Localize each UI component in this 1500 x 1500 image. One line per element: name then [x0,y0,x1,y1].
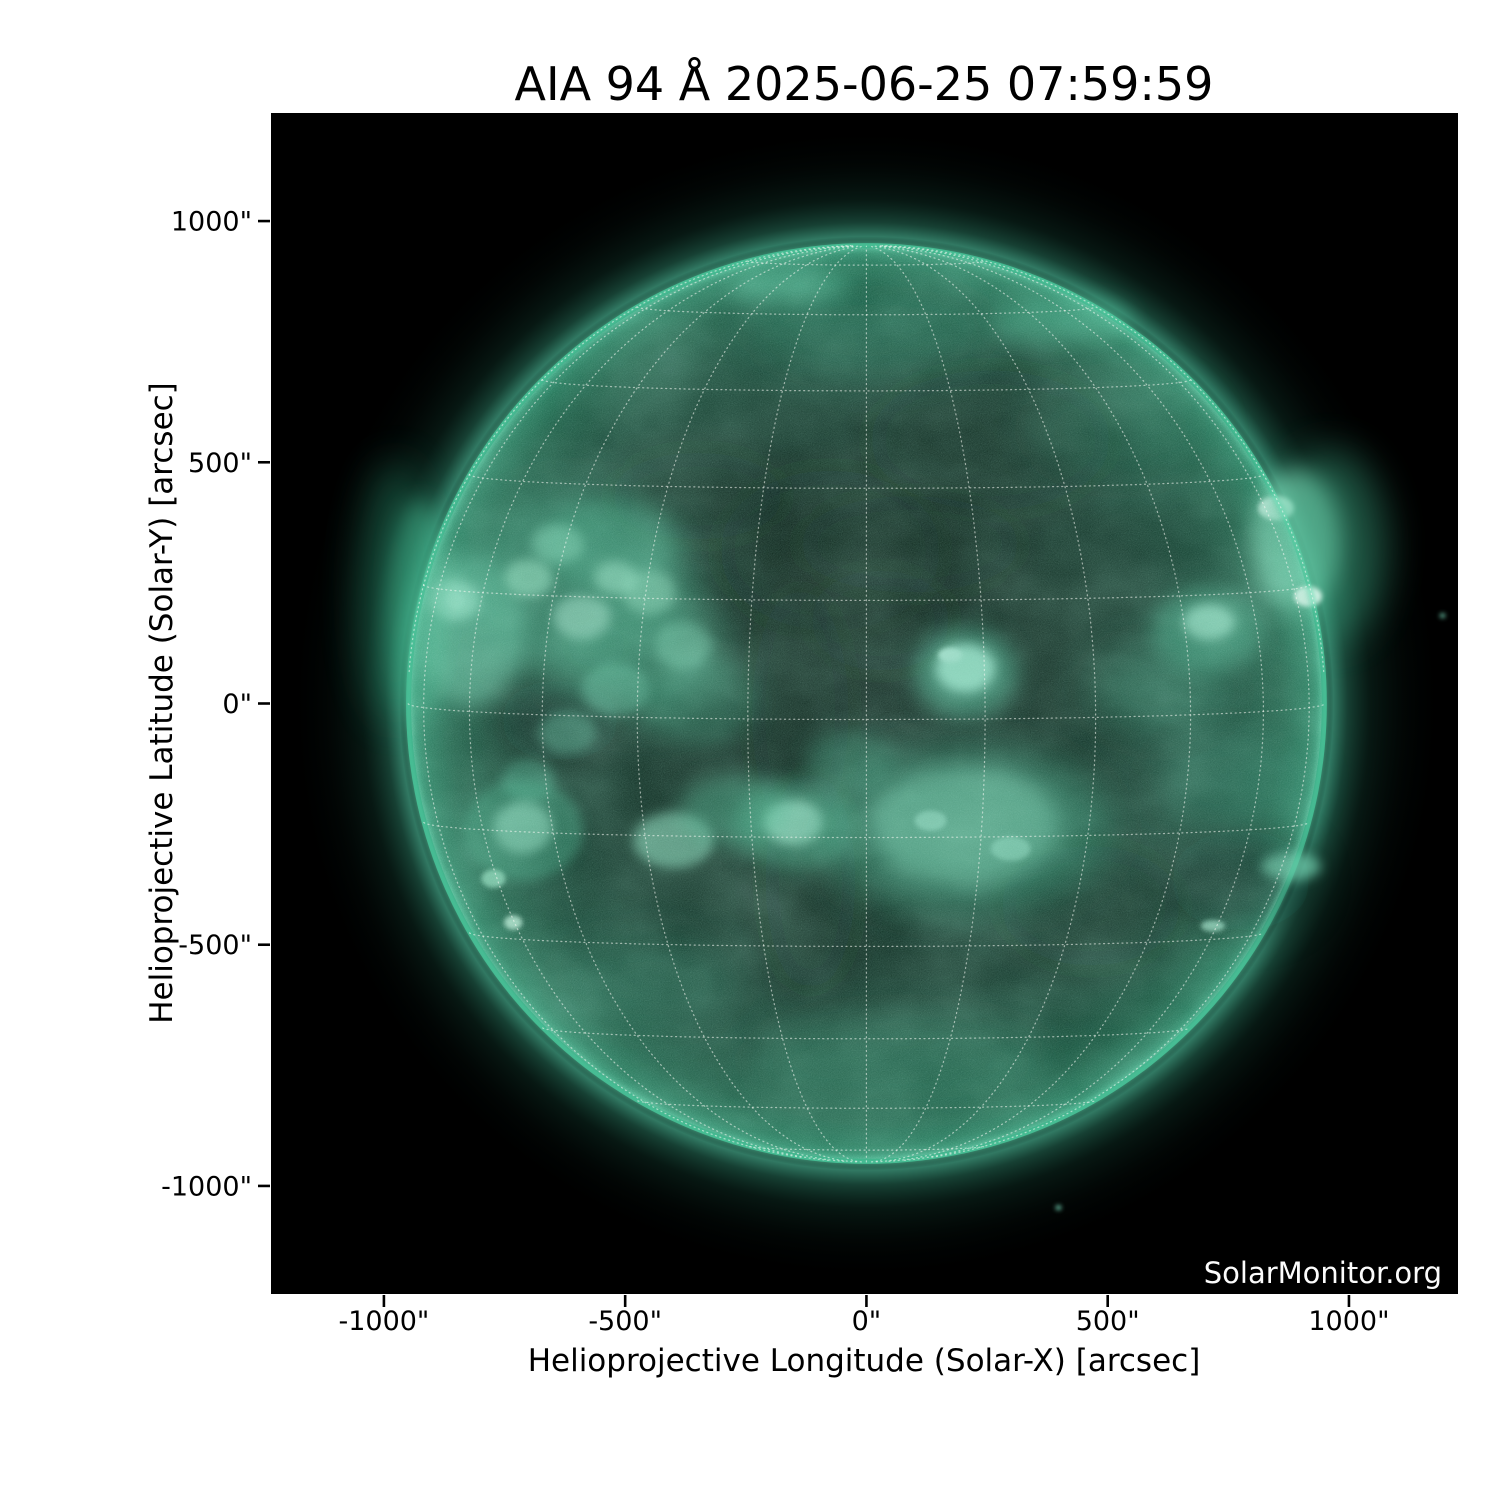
x-tick-label: 500" [1076,1306,1140,1337]
grid-parallel [468,473,1265,489]
y-tick-label: -1000" [161,1171,252,1202]
grid-meridian [423,245,852,1158]
grid-meridian [879,245,1265,1161]
active-region [1439,613,1446,619]
grid-parallel [542,1027,1191,1040]
heliographic-grid [407,245,1326,1163]
grid-meridian [747,245,863,1163]
noise-texture-fine [411,248,1322,1159]
grid-meridian [873,245,1097,1163]
x-axis-ticks: -1000" -500" 0" 500" 1000" [338,1295,1390,1337]
x-tick-label: 1000" [1308,1306,1389,1337]
grid-meridian [881,245,1325,673]
watermark: SolarMonitor.org [1204,1256,1442,1290]
grid-meridian [468,245,854,1161]
grid-meridian [408,245,852,673]
x-tick-label: -500" [588,1306,662,1337]
grid-meridian [881,245,1310,1158]
grid-parallel [423,584,1310,602]
grid-meridian [877,245,1192,1162]
active-region [1055,1205,1062,1211]
y-tick-label: 500" [188,448,252,479]
grid-parallel [747,260,986,266]
y-tick-label: 1000" [171,207,252,238]
grid-meridian [636,245,860,1163]
grid-parallel [636,306,1097,316]
x-axis-label: Helioprojective Longitude (Solar-X) [arc… [528,1343,1201,1379]
grid-parallel [637,1100,1096,1109]
y-axis-ticks: 1000" 500" 0" -500" -1000" [161,207,270,1202]
solar-image [293,130,1446,1277]
figure-title: AIA 94 Å 2025-06-25 07:59:59 [515,57,1214,111]
grid-parallel [423,821,1310,839]
grid-parallel [407,703,1326,721]
x-tick-label: 0" [852,1306,882,1337]
y-tick-label: 0" [222,689,252,720]
y-tick-label: -500" [178,930,252,961]
grid-meridian [869,245,986,1163]
grid-meridian [541,245,856,1162]
x-tick-label: -1000" [338,1306,429,1337]
y-axis-label: Helioprojective Latitude (Solar-Y) [arcs… [144,382,180,1024]
